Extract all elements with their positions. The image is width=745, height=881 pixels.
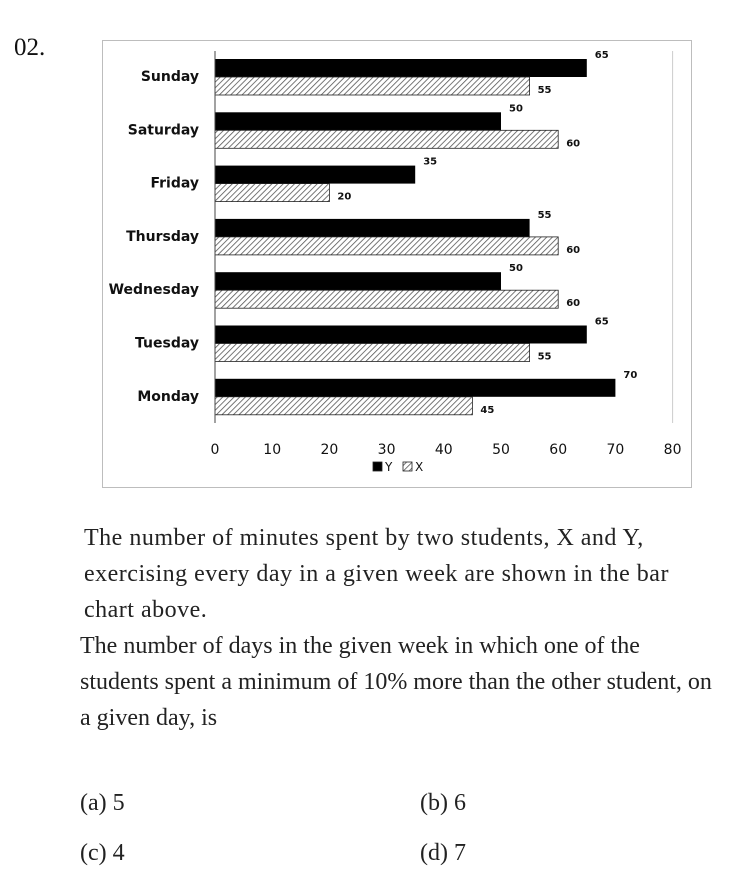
day-label-friday: Friday xyxy=(150,176,199,192)
bar-x-wednesday xyxy=(214,289,559,309)
legend-label-x: X xyxy=(415,460,423,474)
data-label-x-friday: 20 xyxy=(337,192,351,203)
bar-y-wednesday xyxy=(215,272,501,291)
option-c[interactable]: (c) 4 xyxy=(80,840,125,866)
x-tick-70: 70 xyxy=(606,442,624,458)
x-tick-40: 40 xyxy=(435,442,453,458)
data-label-y-saturday: 50 xyxy=(509,103,523,114)
x-tick-80: 80 xyxy=(664,442,682,458)
option-b[interactable]: (b) 6 xyxy=(420,790,466,816)
day-label-saturday: Saturday xyxy=(128,122,199,138)
data-label-y-friday: 35 xyxy=(423,157,437,168)
question-paragraph-2: The number of days in the given week in … xyxy=(80,633,712,731)
data-label-y-sunday: 65 xyxy=(595,50,609,61)
question-paragraph-1: The number of minutes spent by two stude… xyxy=(84,525,669,623)
bar-x-tuesday xyxy=(214,343,531,362)
data-label-y-monday: 70 xyxy=(623,370,637,381)
bar-y-thursday xyxy=(215,218,530,237)
bar-chart: Sunday 65 55 Saturday 50 60 Friday 35 20 Thursday… xyxy=(102,40,692,488)
bar-x-thursday xyxy=(214,236,559,256)
day-label-sunday: Sunday xyxy=(141,69,199,85)
bar-y-friday xyxy=(215,165,416,184)
data-label-x-wednesday: 60 xyxy=(566,298,580,309)
bar-x-sunday xyxy=(214,76,531,96)
x-tick-30: 30 xyxy=(378,442,396,458)
day-label-monday: Monday xyxy=(137,389,199,405)
bar-y-saturday xyxy=(215,112,501,131)
data-label-x-tuesday: 55 xyxy=(538,352,552,363)
x-tick-50: 50 xyxy=(492,442,510,458)
bar-y-sunday xyxy=(215,59,587,77)
data-label-y-wednesday: 50 xyxy=(509,263,523,274)
data-label-x-saturday: 60 xyxy=(566,138,580,149)
question-number: 02. xyxy=(14,34,46,61)
x-tick-60: 60 xyxy=(549,442,567,458)
data-label-x-thursday: 60 xyxy=(566,245,580,256)
data-label-x-sunday: 55 xyxy=(538,85,552,96)
legend-swatch-x xyxy=(402,461,413,472)
bar-x-friday xyxy=(214,183,330,203)
legend-label-y: Y xyxy=(384,460,393,474)
day-label-thursday: Thursday xyxy=(126,229,199,245)
data-label-y-tuesday: 65 xyxy=(595,317,609,328)
bar-y-monday xyxy=(215,378,616,397)
day-label-wednesday: Wednesday xyxy=(109,282,199,298)
legend-swatch-y xyxy=(372,461,383,472)
bar-x-saturday xyxy=(214,129,559,149)
question-text: The number of minutes spent by two stude… xyxy=(80,520,720,736)
x-tick-10: 10 xyxy=(263,442,281,458)
day-label-tuesday: Tuesday xyxy=(135,336,199,352)
chart-canvas: Sunday 65 55 Saturday 50 60 Friday 35 20 Thursday… xyxy=(109,50,682,474)
x-tick-20: 20 xyxy=(320,442,338,458)
option-d[interactable]: (d) 7 xyxy=(420,840,466,866)
x-tick-0: 0 xyxy=(211,442,220,458)
bar-x-monday xyxy=(214,396,473,416)
bar-y-tuesday xyxy=(215,325,587,344)
data-label-y-thursday: 55 xyxy=(538,210,552,221)
option-a[interactable]: (a) 5 xyxy=(80,790,125,816)
data-label-x-monday: 45 xyxy=(480,405,494,416)
